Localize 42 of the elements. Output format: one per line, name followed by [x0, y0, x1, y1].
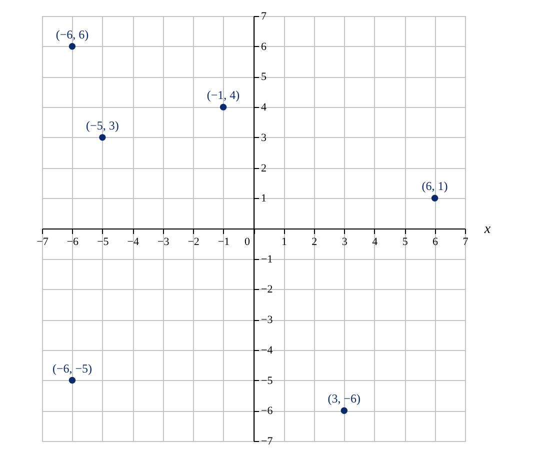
y-tick-label: 2	[261, 162, 266, 174]
x-tick-label: −7	[36, 236, 49, 248]
x-tick-label: 6	[432, 236, 439, 248]
x-tick-label: −3	[158, 236, 170, 248]
x-tick-label: 0	[244, 236, 250, 248]
x-tick-label: −5	[97, 236, 110, 248]
point	[220, 104, 227, 110]
y-tick-label: −3	[261, 314, 274, 326]
data-label: (6, 1)	[422, 179, 448, 194]
x-axis-title: x	[483, 222, 492, 237]
data-label: (−1, 4)	[206, 88, 240, 102]
point	[68, 376, 76, 384]
y-tick-label: 6	[261, 40, 267, 53]
data-label: (−6, −5)	[52, 361, 92, 376]
x-tick-label: 4	[372, 236, 378, 248]
y-tick-label: −7	[261, 436, 274, 448]
data-label: (−5, 3)	[86, 118, 119, 132]
x-tick-label: −1	[218, 236, 230, 248]
x-tick-label: 5	[402, 236, 408, 248]
y-tick-label: −5	[261, 374, 274, 387]
point	[68, 43, 76, 50]
x-tick-label: −6	[66, 236, 80, 248]
y-tick-label: 5	[261, 71, 267, 84]
x-tick-label: 1	[281, 236, 287, 248]
point	[340, 407, 348, 414]
y-tick-label: 3	[261, 132, 267, 144]
y-tick-label: 4	[261, 102, 267, 114]
x-tick-label: −4	[127, 236, 140, 248]
y-tick-label: 1	[261, 192, 266, 205]
x-tick-label: 2	[312, 236, 318, 248]
y-tick-label: −2	[261, 284, 273, 296]
point	[431, 194, 438, 202]
y-tick-label: 7	[261, 10, 267, 22]
point	[99, 134, 106, 141]
x-tick-label: 3	[342, 236, 348, 248]
x-tick-label: −2	[188, 236, 200, 248]
data-label: (3, −6)	[328, 392, 361, 406]
data-label: (−6, 6)	[56, 27, 89, 42]
x-tick-label: 7	[462, 236, 469, 248]
y-tick-label: −1	[261, 253, 273, 266]
y-tick-label: −4	[261, 344, 274, 356]
y-tick-label: −6	[261, 405, 274, 418]
